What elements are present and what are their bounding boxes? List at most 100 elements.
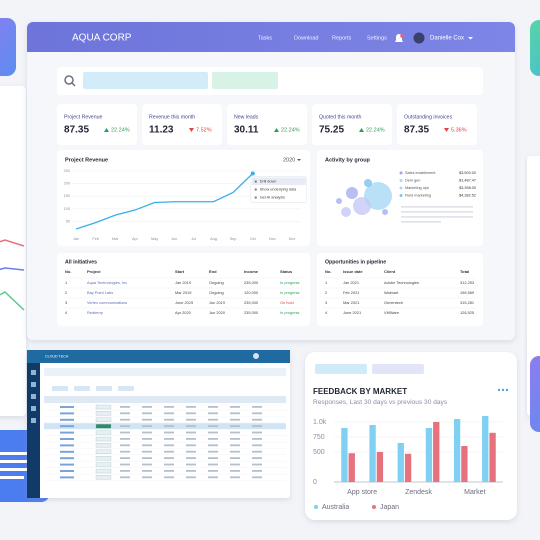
- activity-panel: [317, 150, 483, 246]
- search-placeholder: [83, 72, 208, 89]
- cell: [208, 476, 218, 479]
- search-placeholder: [212, 72, 278, 89]
- sidebar-icon: [31, 382, 36, 387]
- menu-item[interactable]: Show underlying data: [260, 188, 297, 192]
- tab: [52, 386, 68, 391]
- kpi-change: 22.24%: [281, 127, 300, 133]
- more-icon[interactable]: [497, 388, 509, 392]
- cell: [120, 463, 130, 466]
- cell: [95, 456, 112, 461]
- table-cell: 1: [325, 280, 327, 285]
- bar: [341, 428, 348, 482]
- note-line: [401, 206, 473, 208]
- cell: [164, 444, 174, 447]
- table-cell: Jun 2019: [209, 300, 225, 305]
- table-cell: Aqua Technologies, Inc: [87, 280, 127, 285]
- y-tick-label: 200: [64, 182, 70, 186]
- cell: [142, 406, 152, 408]
- table-header: No.: [65, 269, 71, 274]
- placeholder: [315, 364, 367, 374]
- cell: [186, 476, 196, 479]
- x-tick-label: Jun: [171, 237, 177, 241]
- bar: [404, 453, 412, 482]
- cell: [186, 450, 196, 453]
- sidebar-icon: [31, 406, 36, 411]
- sidebar-icon: [31, 418, 36, 423]
- table-cell: Jan 2019: [175, 280, 191, 285]
- cell: [208, 412, 218, 415]
- user-caret[interactable]: [468, 37, 473, 40]
- year-select[interactable]: 2020: [283, 157, 295, 163]
- table-title: Opportunities in pipeline: [325, 259, 386, 265]
- cell: [186, 418, 196, 421]
- x-tick-label: App store: [347, 489, 377, 496]
- tab: [96, 386, 112, 391]
- cell: [60, 412, 74, 415]
- cell: [230, 476, 240, 479]
- menu-item[interactable]: Get AI analysis: [260, 196, 285, 200]
- cell: [95, 468, 112, 474]
- cell: [95, 443, 112, 448]
- cell: [252, 438, 262, 440]
- kpi-value: 11.23: [149, 125, 174, 136]
- user-name[interactable]: Danielle Cox: [430, 36, 464, 42]
- table-cell: Bay Point Labs: [87, 290, 113, 295]
- table-cell: Ongoing: [209, 280, 224, 285]
- kpi-change: 7.52%: [196, 127, 212, 133]
- cell: [95, 449, 112, 454]
- cloud-title: CLOUD TECH: [45, 354, 69, 358]
- cell: [120, 444, 130, 447]
- table-cell: 2: [65, 290, 67, 295]
- legend-name: Marketing ops: [405, 186, 429, 190]
- table-cell: Ongoing: [209, 290, 224, 295]
- cell: [95, 417, 112, 422]
- bar: [348, 453, 355, 482]
- cell: [164, 412, 174, 415]
- cell: [230, 431, 240, 434]
- notification-dot: [400, 34, 404, 38]
- cell: [120, 431, 130, 434]
- toolbar: [44, 368, 286, 376]
- cloud-avatar: [253, 353, 259, 359]
- y-tick-label: 1.0k: [313, 419, 327, 426]
- nav-link: Settings: [367, 35, 387, 41]
- cell: [230, 457, 240, 459]
- avatar[interactable]: [413, 32, 425, 44]
- cell: [95, 436, 112, 442]
- x-tick-label: Market: [464, 489, 485, 496]
- table-header: Client: [384, 269, 396, 274]
- cell: [252, 412, 262, 415]
- table-header: Issue date: [343, 269, 363, 274]
- year-caret[interactable]: [297, 159, 301, 161]
- cell: [208, 463, 218, 466]
- cell: [186, 470, 196, 472]
- cell: [142, 450, 152, 453]
- cell: [142, 425, 152, 427]
- cell: [120, 406, 130, 408]
- cell: [142, 438, 152, 440]
- cell: [164, 476, 174, 479]
- side-panel: [527, 156, 540, 416]
- y-tick-label: 50: [66, 219, 70, 223]
- side-card: [530, 20, 540, 76]
- table-cell: Redberry: [87, 310, 103, 315]
- legend-name: Field marketing: [405, 194, 431, 198]
- cell: [95, 430, 112, 435]
- kpi-card: [57, 104, 137, 145]
- cell: [164, 463, 174, 466]
- note-line: [401, 216, 473, 218]
- cell: [186, 463, 196, 466]
- x-tick-label: May: [151, 237, 158, 241]
- cell: [164, 450, 174, 453]
- cell: [252, 406, 262, 408]
- cell: [60, 463, 74, 466]
- legend-value: $4,382.52: [459, 194, 476, 198]
- legend-dot: [399, 194, 403, 197]
- table-cell: Jun 2020: [209, 310, 226, 315]
- legend-name: Dem gen: [405, 179, 420, 183]
- x-tick-label: Jul: [191, 237, 196, 241]
- cell: [252, 470, 262, 472]
- menu-item[interactable]: Drill down: [260, 180, 277, 184]
